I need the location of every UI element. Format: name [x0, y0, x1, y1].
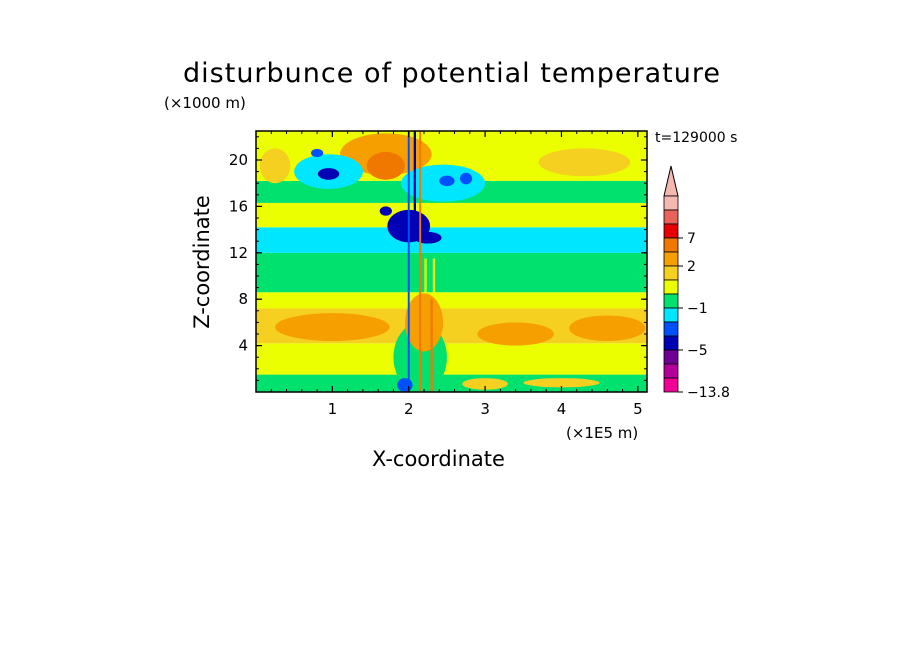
- contour-blob: [259, 148, 291, 184]
- contour-band: [256, 252, 647, 293]
- contour-blob: [538, 148, 631, 177]
- contour-blob: [477, 322, 554, 346]
- contour-blob: [379, 206, 392, 216]
- contour-stripe: [432, 258, 436, 294]
- contour-stripe: [413, 131, 416, 242]
- colorbar-segment: [663, 209, 679, 225]
- x-unit-label: (×1E5 m): [566, 424, 639, 442]
- contour-blob: [439, 175, 455, 187]
- contour-band: [256, 202, 647, 228]
- x-tick-label: 3: [480, 400, 490, 418]
- x-tick-label: 5: [633, 400, 643, 418]
- colorbar-segment: [663, 377, 679, 393]
- contour-blob: [366, 151, 405, 180]
- contour-blob: [459, 172, 473, 185]
- contour-blob: [275, 313, 390, 341]
- contour-stripe: [430, 299, 433, 392]
- colorbar-segment: [663, 307, 679, 323]
- colorbar-arrow: [663, 165, 679, 197]
- contour-stripe: [419, 131, 422, 392]
- colorbar-segment: [663, 363, 679, 379]
- contour-stripe: [424, 258, 427, 294]
- x-axis-ticks: 1 2 3 4 5: [270, 131, 643, 418]
- colorbar-segment: [663, 251, 679, 267]
- contour-band: [256, 343, 647, 375]
- y-unit-label: (×1000 m): [164, 94, 246, 112]
- colorbar-label: 2: [687, 259, 696, 275]
- colorbar-segment: [663, 195, 679, 211]
- contour-blob: [462, 378, 509, 390]
- colorbar-segment: [663, 321, 679, 337]
- contour-blob: [414, 231, 442, 244]
- contour-band: [256, 227, 647, 253]
- y-tick-label: 12: [229, 244, 248, 262]
- colorbar-label: −1: [687, 301, 708, 317]
- contour-blob: [317, 168, 340, 180]
- colorbar-segment: [663, 335, 679, 351]
- colorbar-segment: [663, 265, 679, 281]
- time-label: t=129000 s: [655, 130, 738, 146]
- y-tick-label: 8: [238, 290, 248, 308]
- y-tick-label: 16: [229, 197, 248, 215]
- x-tick-label: 2: [404, 400, 414, 418]
- x-tick-label: 4: [557, 400, 567, 418]
- colorbar-label: −5: [687, 343, 708, 359]
- colorbar-segment: [663, 223, 679, 239]
- colorbar-label: 7: [687, 231, 696, 247]
- contour-blob: [523, 378, 600, 388]
- colorbar-segment: [663, 237, 679, 253]
- colorbar-segment: [663, 293, 679, 309]
- x-axis-label: X-coordinate: [372, 447, 505, 471]
- y-tick-label: 20: [229, 151, 248, 169]
- contour-blob: [404, 293, 444, 352]
- contour-field: [256, 131, 647, 392]
- contour-stripe: [407, 131, 410, 392]
- contour-blob: [569, 315, 646, 341]
- colorbar-segment: [663, 279, 679, 295]
- contour-blob: [397, 378, 413, 392]
- x-tick-label: 1: [328, 400, 338, 418]
- colorbar-label: −13.8: [687, 385, 730, 401]
- plot-frame: [255, 130, 648, 393]
- contour-blob: [310, 148, 324, 158]
- chart-title: disturbunce of potential temperature: [183, 58, 721, 89]
- colorbar: 7 2 −1 −5 −13.8: [663, 165, 730, 401]
- colorbar-segment: [663, 349, 679, 365]
- contour-band: [256, 292, 647, 309]
- y-axis-ticks: 4 8 12 16 20: [229, 136, 647, 381]
- y-tick-label: 4: [238, 337, 248, 355]
